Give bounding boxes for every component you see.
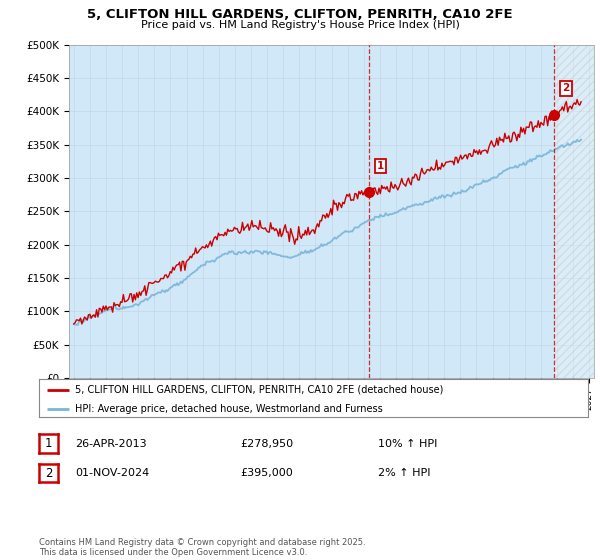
Text: 5, CLIFTON HILL GARDENS, CLIFTON, PENRITH, CA10 2FE (detached house): 5, CLIFTON HILL GARDENS, CLIFTON, PENRIT… [74,385,443,395]
Text: £395,000: £395,000 [240,468,293,478]
Text: 01-NOV-2024: 01-NOV-2024 [75,468,149,478]
Text: Contains HM Land Registry data © Crown copyright and database right 2025.
This d: Contains HM Land Registry data © Crown c… [39,538,365,557]
Text: 5, CLIFTON HILL GARDENS, CLIFTON, PENRITH, CA10 2FE: 5, CLIFTON HILL GARDENS, CLIFTON, PENRIT… [87,8,513,21]
Text: HPI: Average price, detached house, Westmorland and Furness: HPI: Average price, detached house, West… [74,404,382,414]
Text: 1: 1 [45,437,52,450]
Text: 1: 1 [377,161,384,171]
Text: £278,950: £278,950 [240,438,293,449]
Text: 10% ↑ HPI: 10% ↑ HPI [378,438,437,449]
Text: Price paid vs. HM Land Registry's House Price Index (HPI): Price paid vs. HM Land Registry's House … [140,20,460,30]
Text: 2: 2 [562,83,569,94]
Text: 2: 2 [45,466,52,480]
Text: 2% ↑ HPI: 2% ↑ HPI [378,468,431,478]
Text: 26-APR-2013: 26-APR-2013 [75,438,146,449]
